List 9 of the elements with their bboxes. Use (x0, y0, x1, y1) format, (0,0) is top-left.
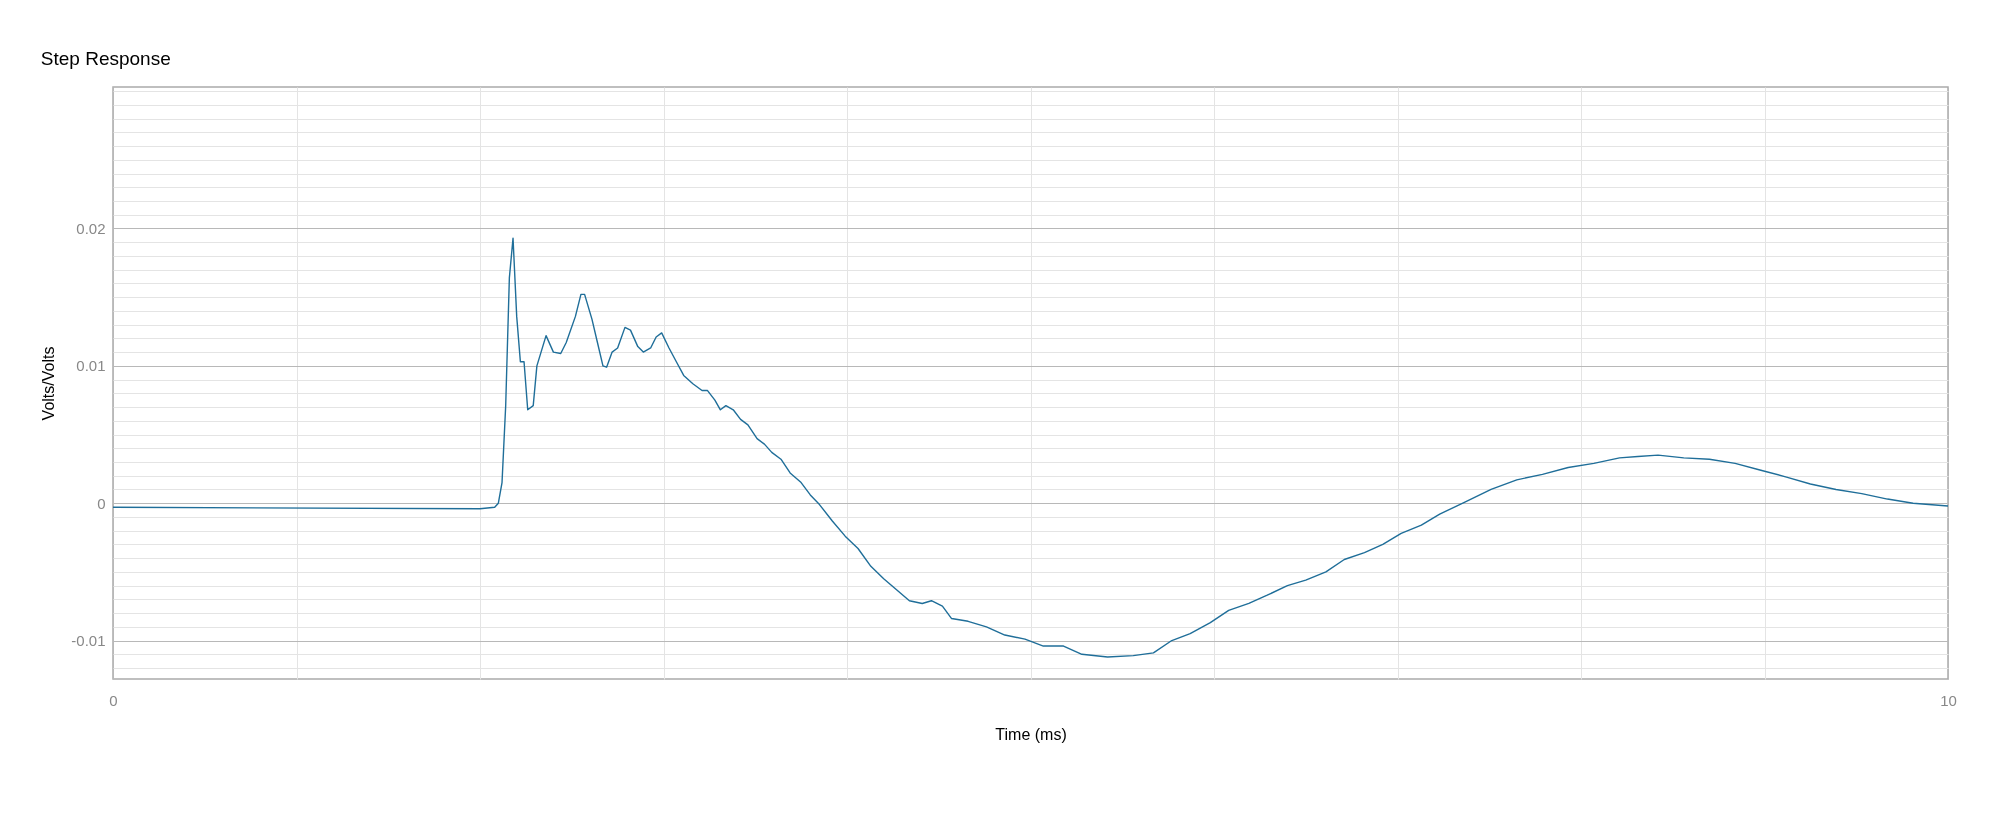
y-tick-label: 0.02 (76, 219, 106, 237)
y-axis-title: Volts/Volts (40, 346, 58, 421)
x-axis-title: Time (ms) (995, 725, 1067, 743)
y-tick-label: 0.01 (76, 357, 106, 375)
y-tick-label: 0 (97, 494, 106, 512)
x-tick-label: 10 (1940, 691, 1957, 709)
y-tick-label: -0.01 (71, 632, 106, 650)
chart-title: Step Response (40, 48, 171, 69)
line-series (112, 237, 1949, 658)
